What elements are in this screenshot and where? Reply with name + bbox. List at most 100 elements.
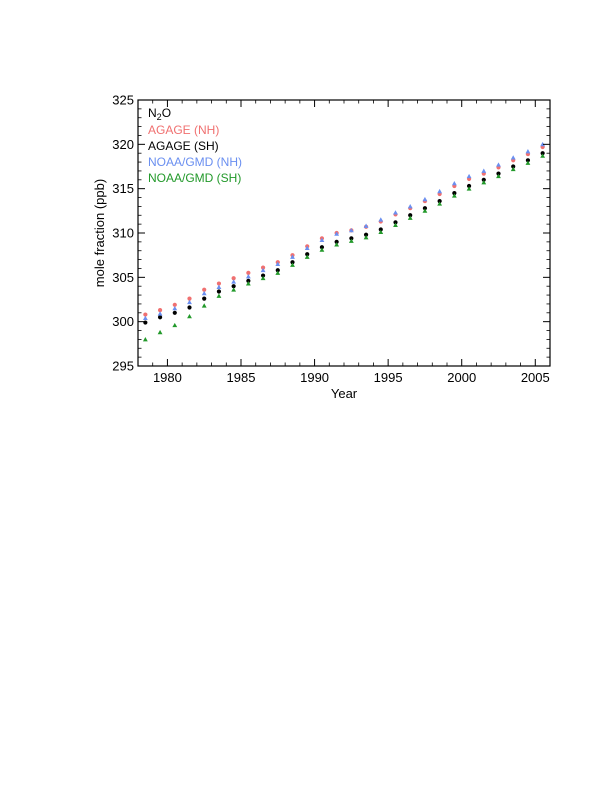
- legend-title-main: N: [148, 106, 157, 120]
- data-point-noaa-nh: [525, 149, 531, 154]
- data-point-agage-sh: [349, 236, 354, 241]
- data-point-noaa-nh: [540, 141, 546, 147]
- data-point-noaa-nh: [363, 223, 369, 228]
- data-point-noaa-sh: [334, 242, 340, 247]
- data-point-agage-sh: [290, 260, 295, 265]
- data-point-noaa-nh: [334, 231, 340, 236]
- data-point-agage-sh: [496, 171, 501, 176]
- y-tick-label: 300: [112, 314, 134, 329]
- data-point-noaa-sh: [216, 293, 222, 298]
- data-point-noaa-sh: [510, 166, 516, 172]
- series-agage-sh: [143, 151, 545, 325]
- data-point-agage-sh: [275, 268, 280, 273]
- x-tick-label: 2005: [521, 370, 550, 385]
- legend-entry-noaa-sh: NOAA/GMD (SH): [148, 171, 241, 185]
- data-point-noaa-sh: [290, 262, 295, 267]
- data-point-noaa-nh: [187, 299, 192, 305]
- data-point-noaa-sh: [245, 281, 251, 286]
- data-point-agage-nh: [216, 281, 222, 286]
- data-point-noaa-sh: [157, 329, 163, 335]
- x-tick-label: 1980: [153, 370, 182, 385]
- x-tick-label: 2000: [447, 370, 476, 385]
- legend-entry-noaa-nh: NOAA/GMD (NH): [148, 155, 242, 169]
- data-point-agage-sh: [172, 310, 177, 315]
- data-point-agage-nh: [231, 276, 236, 281]
- axis-ticks: [137, 99, 551, 367]
- x-tick-label: 1995: [374, 370, 403, 385]
- legend: N2O AGAGE (NH) AGAGE (SH) NOAA/GMD (NH) …: [148, 106, 242, 185]
- data-point-noaa-sh: [466, 186, 472, 191]
- tick-labels: 1980 1985 1990 1995 2000 2005 295 300 305 310 315 3…: [112, 93, 549, 386]
- data-point-noaa-sh: [422, 208, 428, 213]
- data-point-agage-sh: [319, 245, 325, 250]
- data-point-noaa-nh: [290, 254, 295, 259]
- y-tick-label: 305: [112, 270, 134, 285]
- data-point-noaa-sh: [319, 247, 325, 252]
- data-point-noaa-nh: [496, 162, 501, 167]
- data-point-noaa-nh: [142, 315, 148, 321]
- data-point-noaa-nh: [319, 237, 325, 243]
- data-point-noaa-sh: [172, 322, 178, 328]
- data-point-agage-sh: [540, 151, 545, 156]
- data-point-noaa-sh: [142, 337, 148, 342]
- data-point-noaa-sh: [481, 180, 487, 185]
- data-point-agage-sh: [216, 289, 222, 294]
- data-point-agage-nh: [187, 296, 192, 301]
- data-point-noaa-nh: [157, 311, 163, 316]
- data-point-noaa-nh: [466, 173, 472, 179]
- data-point-noaa-sh: [201, 303, 207, 308]
- y-tick-label: 310: [112, 226, 134, 241]
- data-point-noaa-nh: [260, 267, 266, 273]
- data-point-agage-sh: [525, 158, 531, 163]
- data-point-noaa-sh: [378, 229, 384, 235]
- data-point-noaa-sh: [304, 254, 310, 259]
- data-point-agage-nh: [157, 308, 163, 313]
- data-point-agage-sh: [334, 239, 339, 244]
- data-point-noaa-nh: [201, 290, 207, 296]
- data-point-agage-nh: [260, 265, 266, 270]
- data-point-noaa-sh: [393, 222, 398, 227]
- data-point-noaa-sh: [407, 215, 413, 220]
- data-point-agage-sh: [378, 227, 383, 232]
- data-point-agage-sh: [246, 278, 251, 283]
- data-point-noaa-sh: [187, 313, 192, 319]
- series-noaa-sh: [142, 153, 546, 342]
- data-point-agage-sh: [452, 191, 457, 196]
- data-point-agage-sh: [305, 252, 310, 257]
- data-point-agage-nh: [202, 287, 207, 292]
- x-axis-title: Year: [331, 386, 358, 401]
- legend-title-sub: 2: [157, 112, 162, 122]
- data-point-noaa-nh: [231, 279, 237, 284]
- data-point-agage-sh: [202, 296, 207, 301]
- data-point-agage-sh: [437, 198, 442, 204]
- data-point-agage-sh: [466, 183, 472, 189]
- data-point-agage-sh: [481, 177, 486, 182]
- data-point-noaa-sh: [496, 173, 501, 179]
- data-point-noaa-sh: [540, 153, 546, 158]
- data-point-agage-sh: [511, 164, 516, 169]
- data-point-agage-nh: [246, 270, 251, 275]
- legend-title: N2O: [148, 106, 171, 122]
- data-point-agage-sh: [187, 305, 192, 310]
- data-point-noaa-sh: [525, 160, 531, 165]
- legend-entry-agage-nh: AGAGE (NH): [148, 123, 219, 137]
- y-tick-label: 320: [112, 137, 134, 152]
- data-point-agage-nh: [143, 312, 148, 317]
- x-tick-label: 1990: [300, 370, 329, 385]
- data-point-noaa-nh: [304, 245, 310, 250]
- y-axis-title: mole fraction (ppb): [92, 179, 107, 287]
- data-point-agage-sh: [143, 320, 148, 325]
- data-point-noaa-sh: [363, 235, 369, 240]
- data-point-agage-sh: [157, 315, 163, 320]
- data-point-agage-sh: [393, 220, 398, 225]
- data-point-noaa-nh: [437, 188, 443, 194]
- data-point-noaa-nh: [275, 261, 281, 266]
- data-point-agage-sh: [260, 273, 266, 278]
- data-point-agage-nh: [172, 302, 177, 307]
- data-point-agage-sh: [422, 206, 428, 211]
- data-point-noaa-sh: [437, 201, 443, 206]
- data-point-noaa-nh: [407, 204, 413, 209]
- data-point-noaa-nh: [510, 155, 516, 160]
- data-point-agage-sh: [408, 213, 413, 218]
